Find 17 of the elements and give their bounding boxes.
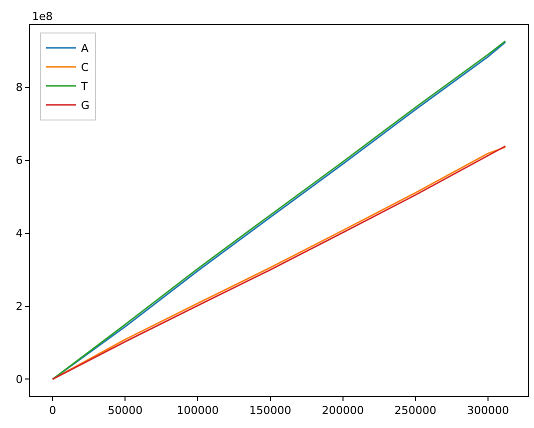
legend-label: T [80, 80, 88, 94]
x-tick-label: 100000 [176, 404, 219, 418]
x-tick-label: 150000 [249, 404, 292, 418]
y-tick-label: 6 [16, 154, 23, 168]
legend-label: G [80, 99, 90, 112]
legend-label: C [80, 61, 89, 74]
x-tick-label: 0 [49, 404, 56, 418]
x-tick-label: 50000 [108, 404, 143, 418]
x-tick-label: 200000 [322, 404, 364, 418]
y-tick-label: 8 [16, 81, 23, 94]
y-tick-label: 4 [16, 227, 23, 240]
legend-label: A [80, 42, 89, 56]
y-tick-label: 0 [16, 373, 23, 386]
x-tick-label: 250000 [394, 404, 436, 418]
text: 1e8 [32, 10, 53, 23]
y-tick-label: 2 [16, 300, 23, 314]
x-tick-label: 300000 [466, 404, 509, 418]
